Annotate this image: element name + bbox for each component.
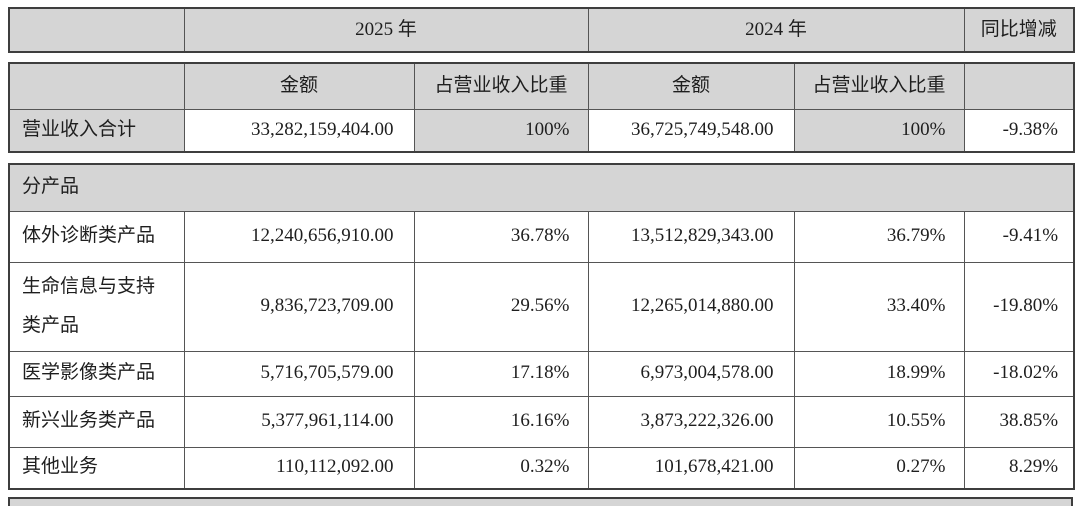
product-label-cell: 新兴业务类产品 [8,395,185,448]
total-amount-2025-cell: 33,282,159,404.00 [183,108,415,153]
total-ratio-2024-cell: 100% [793,108,965,153]
ratio-2024-cell: 18.99% [793,350,965,397]
section-by-product-row: 分产品 [8,163,1075,212]
yoy-cell: -19.80% [963,261,1075,352]
ratio-2025-cell: 17.18% [413,350,589,397]
amount-2025-cell: 9,836,723,709.00 [183,261,415,352]
ratio-2024-cell: 36.79% [793,210,965,263]
ratio-2025-cell: 29.56% [413,261,589,352]
total-yoy-cell: -9.38% [963,108,1075,153]
product-label-cell: 医学影像类产品 [8,350,185,397]
yoy-cell: -18.02% [963,350,1075,397]
yoy-blank-cell [963,62,1075,110]
total-ratio-2025-cell: 100% [413,108,589,153]
ratio-2024-header: 占营业收入比重 [793,62,965,110]
total-revenue-label: 营业收入合计 [8,108,185,153]
product-row: 医学影像类产品 5,716,705,579.00 17.18% 6,973,00… [8,350,1075,397]
ratio-2025-cell: 16.16% [413,395,589,448]
product-row: 新兴业务类产品 5,377,961,114.00 16.16% 3,873,22… [8,395,1075,448]
year-header-band: 2025 年 2024 年 同比增减 [8,7,1076,53]
amount-2024-header: 金额 [587,62,795,110]
subheader-blank-cell [8,62,185,110]
amount-2025-header: 金额 [183,62,415,110]
amount-2024-cell: 6,973,004,578.00 [587,350,795,397]
yoy-change-header: 同比增减 [963,7,1075,53]
product-row: 体外诊断类产品 12,240,656,910.00 36.78% 13,512,… [8,210,1075,263]
ratio-2025-cell: 36.78% [413,210,589,263]
product-label-cell: 其他业务 [8,446,185,490]
subheader-and-total-band: 金额 占营业收入比重 金额 占营业收入比重 营业收入合计 33,282,159,… [8,62,1075,153]
amount-2025-cell: 12,240,656,910.00 [183,210,415,263]
year-header-row: 2025 年 2024 年 同比增减 [8,7,1075,53]
ratio-2025-cell: 0.32% [413,446,589,490]
product-row: 生命信息与支持 类产品 9,836,723,709.00 29.56% 12,2… [8,261,1075,352]
next-section-row-partial [8,497,1073,506]
ratio-2024-cell: 0.27% [793,446,965,490]
amount-2024-cell: 13,512,829,343.00 [587,210,795,263]
amount-2025-cell: 5,716,705,579.00 [183,350,415,397]
amount-2025-cell: 110,112,092.00 [183,446,415,490]
total-amount-2024-cell: 36,725,749,548.00 [587,108,795,153]
subheader-row: 金额 占营业收入比重 金额 占营业收入比重 [8,62,1075,110]
amount-2024-cell: 101,678,421.00 [587,446,795,490]
amount-2025-cell: 5,377,961,114.00 [183,395,415,448]
yoy-cell: -9.41% [963,210,1075,263]
total-revenue-row: 营业收入合计 33,282,159,404.00 100% 36,725,749… [8,108,1075,153]
section-by-product-label: 分产品 [8,163,1075,212]
product-row: 其他业务 110,112,092.00 0.32% 101,678,421.00… [8,446,1075,490]
ratio-2025-header: 占营业收入比重 [413,62,589,110]
year-2024-header: 2024 年 [587,7,965,53]
amount-2024-cell: 3,873,222,326.00 [587,395,795,448]
corner-blank-cell [8,7,185,53]
product-breakdown-band: 分产品 体外诊断类产品 12,240,656,910.00 36.78% 13,… [8,163,1076,490]
year-2025-header: 2025 年 [183,7,589,53]
ratio-2024-cell: 10.55% [793,395,965,448]
ratio-2024-cell: 33.40% [793,261,965,352]
yoy-cell: 38.85% [963,395,1075,448]
amount-2024-cell: 12,265,014,880.00 [587,261,795,352]
yoy-cell: 8.29% [963,446,1075,490]
product-label-cell: 体外诊断类产品 [8,210,185,263]
product-label-cell: 生命信息与支持 类产品 [8,261,185,352]
